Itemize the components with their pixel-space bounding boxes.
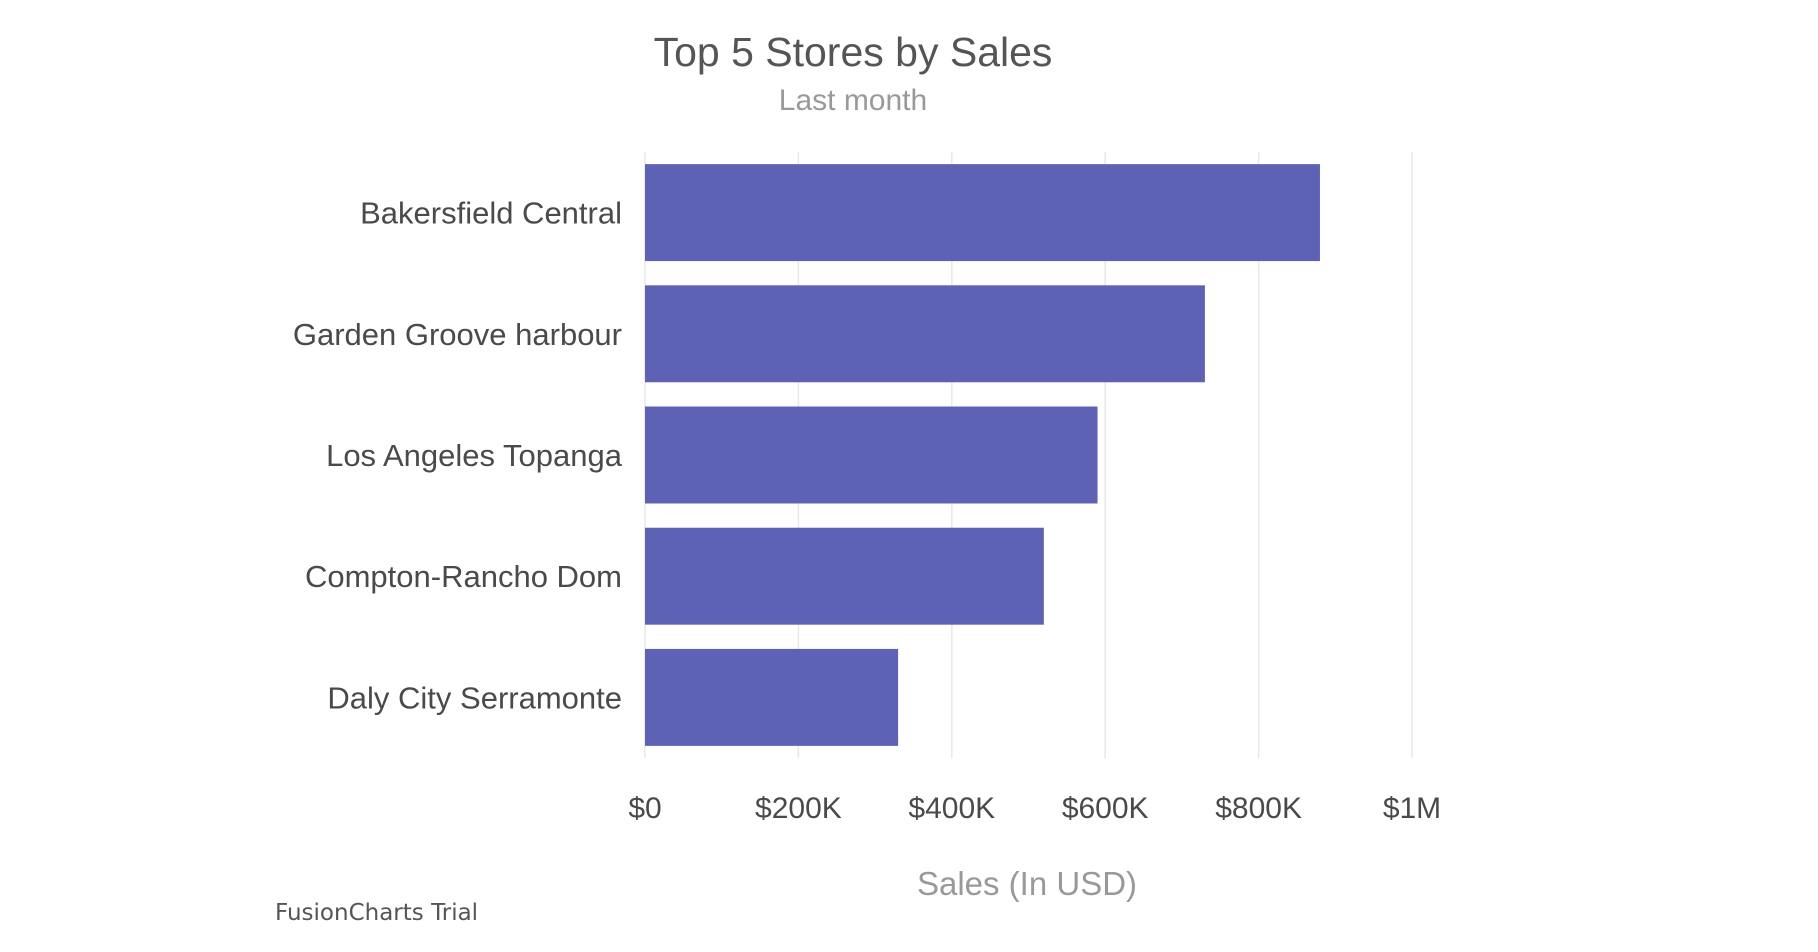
- trial-credit: FusionCharts Trial: [275, 900, 479, 926]
- x-tick-label: $800K: [1215, 792, 1302, 825]
- x-tick-label: $0: [628, 792, 661, 825]
- x-tick-label: $600K: [1062, 792, 1149, 825]
- x-tick-label: $400K: [908, 792, 995, 825]
- category-label: Compton-Rancho Dom: [305, 559, 622, 594]
- bars: [645, 164, 1320, 746]
- chart-title: Top 5 Stores by Sales: [654, 29, 1053, 75]
- chart-subtitle: Last month: [779, 84, 927, 117]
- x-axis-ticks: $0 $200K $400K $600K $800K $1M: [628, 792, 1441, 825]
- category-labels: Bakersfield Central Garden Groove harbour…: [293, 196, 623, 716]
- x-axis-label: Sales (In USD): [917, 865, 1137, 902]
- bar[interactable]: [645, 648, 899, 746]
- bar[interactable]: [645, 406, 1098, 504]
- bar[interactable]: [645, 527, 1044, 625]
- x-tick-label: $1M: [1383, 792, 1441, 825]
- category-label: Daly City Serramonte: [327, 680, 622, 715]
- category-label: Bakersfield Central: [360, 196, 622, 231]
- category-label: Los Angeles Topanga: [326, 438, 623, 473]
- category-label: Garden Groove harbour: [293, 317, 622, 352]
- bar[interactable]: [645, 285, 1205, 383]
- x-tick-label: $200K: [755, 792, 842, 825]
- bar[interactable]: [645, 164, 1320, 262]
